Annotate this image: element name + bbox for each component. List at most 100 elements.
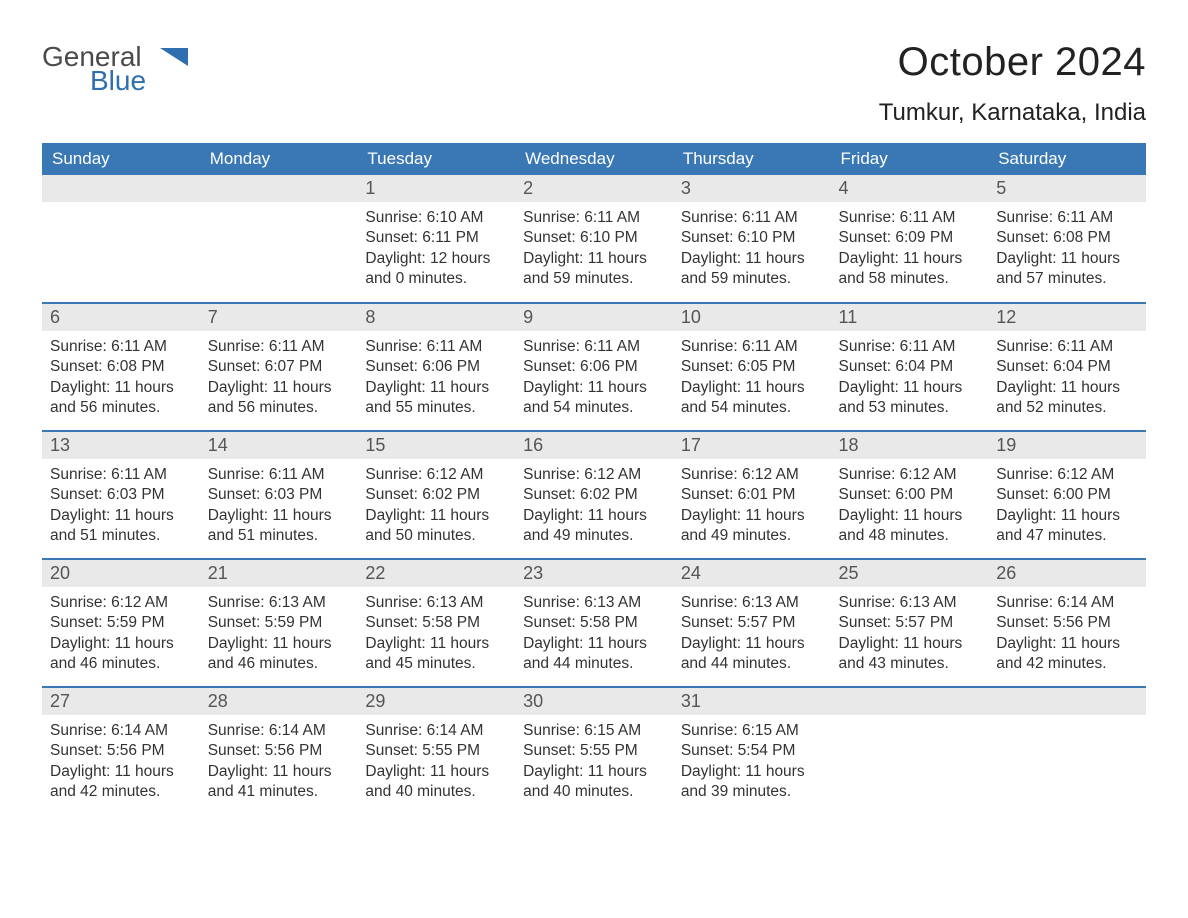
daylight-text-1: Daylight: 11 hours — [681, 378, 823, 398]
calendar-day-cell: 14Sunrise: 6:11 AMSunset: 6:03 PMDayligh… — [200, 431, 358, 559]
sunset-text: Sunset: 6:02 PM — [365, 485, 507, 505]
weekday-header: Monday — [200, 143, 358, 175]
sunrise-text: Sunrise: 6:10 AM — [365, 208, 507, 228]
sunset-text: Sunset: 5:56 PM — [50, 741, 192, 761]
daylight-text-2: and 46 minutes. — [50, 654, 192, 674]
daylight-text-1: Daylight: 11 hours — [365, 634, 507, 654]
day-number: 5 — [988, 175, 1146, 202]
calendar-week-row: 13Sunrise: 6:11 AMSunset: 6:03 PMDayligh… — [42, 431, 1146, 559]
daylight-text-1: Daylight: 11 hours — [50, 762, 192, 782]
day-number: 16 — [515, 432, 673, 459]
calendar-day-cell — [988, 687, 1146, 815]
sunset-text: Sunset: 6:04 PM — [996, 357, 1138, 377]
calendar-day-cell: 28Sunrise: 6:14 AMSunset: 5:56 PMDayligh… — [200, 687, 358, 815]
daylight-text-2: and 55 minutes. — [365, 398, 507, 418]
day-body: Sunrise: 6:11 AMSunset: 6:05 PMDaylight:… — [673, 331, 831, 427]
sunrise-text: Sunrise: 6:15 AM — [523, 721, 665, 741]
sunset-text: Sunset: 5:59 PM — [50, 613, 192, 633]
day-number: 10 — [673, 304, 831, 331]
weekday-header: Sunday — [42, 143, 200, 175]
day-body: Sunrise: 6:10 AMSunset: 6:11 PMDaylight:… — [357, 202, 515, 298]
sunset-text: Sunset: 6:10 PM — [523, 228, 665, 248]
sunrise-text: Sunrise: 6:14 AM — [996, 593, 1138, 613]
daylight-text-2: and 59 minutes. — [681, 269, 823, 289]
calendar-day-cell: 27 Sunrise: 6:14 AMSunset: 5:56 PMDayligh… — [42, 687, 200, 815]
brand-logo: General Blue — [42, 40, 202, 96]
day-number — [831, 688, 989, 715]
calendar-day-cell: 6Sunrise: 6:11 AMSunset: 6:08 PMDaylight… — [42, 303, 200, 431]
daylight-text-1: Daylight: 11 hours — [839, 634, 981, 654]
sunrise-text: Sunrise: 6:12 AM — [523, 465, 665, 485]
calendar-week-row: 6Sunrise: 6:11 AMSunset: 6:08 PMDaylight… — [42, 303, 1146, 431]
day-number: 4 — [831, 175, 989, 202]
calendar-day-cell: 12Sunrise: 6:11 AMSunset: 6:04 PMDayligh… — [988, 303, 1146, 431]
daylight-text-2: and 44 minutes. — [681, 654, 823, 674]
sunset-text: Sunset: 5:56 PM — [996, 613, 1138, 633]
day-number: 19 — [988, 432, 1146, 459]
daylight-text-2: and 54 minutes. — [681, 398, 823, 418]
sunrise-text: Sunrise: 6:11 AM — [681, 337, 823, 357]
daylight-text-1: Daylight: 11 hours — [996, 249, 1138, 269]
sunset-text: Sunset: 6:11 PM — [365, 228, 507, 248]
calendar-week-row: 1Sunrise: 6:10 AMSunset: 6:11 PMDaylight… — [42, 175, 1146, 303]
daylight-text-2: and 58 minutes. — [839, 269, 981, 289]
day-number — [200, 175, 358, 202]
day-body: Sunrise: 6:12 AMSunset: 5:59 PMDaylight:… — [42, 587, 200, 683]
daylight-text-2: and 57 minutes. — [996, 269, 1138, 289]
calendar-day-cell: 17Sunrise: 6:12 AMSunset: 6:01 PMDayligh… — [673, 431, 831, 559]
sunset-text: Sunset: 6:07 PM — [208, 357, 350, 377]
calendar-day-cell: 31Sunrise: 6:15 AMSunset: 5:54 PMDayligh… — [673, 687, 831, 815]
day-body: Sunrise: 6:13 AMSunset: 5:58 PMDaylight:… — [357, 587, 515, 683]
daylight-text-2: and 44 minutes. — [523, 654, 665, 674]
daylight-text-1: Daylight: 12 hours — [365, 249, 507, 269]
calendar-day-cell: 4Sunrise: 6:11 AMSunset: 6:09 PMDaylight… — [831, 175, 989, 303]
sunrise-text: Sunrise: 6:12 AM — [50, 593, 192, 613]
day-body: Sunrise: 6:13 AMSunset: 5:59 PMDaylight:… — [200, 587, 358, 683]
sunset-text: Sunset: 5:57 PM — [839, 613, 981, 633]
sunset-text: Sunset: 5:55 PM — [365, 741, 507, 761]
daylight-text-2: and 59 minutes. — [523, 269, 665, 289]
daylight-text-1: Daylight: 11 hours — [996, 378, 1138, 398]
sunrise-text: Sunrise: 6:11 AM — [996, 337, 1138, 357]
sunrise-text: Sunrise: 6:11 AM — [523, 337, 665, 357]
daylight-text-1: Daylight: 11 hours — [50, 634, 192, 654]
sunset-text: Sunset: 6:05 PM — [681, 357, 823, 377]
calendar-day-cell: 23Sunrise: 6:13 AMSunset: 5:58 PMDayligh… — [515, 559, 673, 687]
day-number: 24 — [673, 560, 831, 587]
day-body: Sunrise: 6:11 AMSunset: 6:09 PMDaylight:… — [831, 202, 989, 298]
daylight-text-2: and 47 minutes. — [996, 526, 1138, 546]
logo-flag-icon — [160, 48, 188, 66]
daylight-text-2: and 51 minutes. — [50, 526, 192, 546]
day-number: 11 — [831, 304, 989, 331]
day-body: Sunrise: 6:11 AMSunset: 6:10 PMDaylight:… — [515, 202, 673, 298]
day-body: Sunrise: 6:14 AMSunset: 5:56 PMDaylight:… — [988, 587, 1146, 683]
sunset-text: Sunset: 6:10 PM — [681, 228, 823, 248]
day-body: Sunrise: 6:11 AMSunset: 6:04 PMDaylight:… — [988, 331, 1146, 427]
sunrise-text: Sunrise: 6:14 AM — [50, 721, 192, 741]
calendar-day-cell: 1Sunrise: 6:10 AMSunset: 6:11 PMDaylight… — [357, 175, 515, 303]
day-number: 23 — [515, 560, 673, 587]
daylight-text-2: and 40 minutes. — [523, 782, 665, 802]
day-number: 8 — [357, 304, 515, 331]
sunset-text: Sunset: 5:58 PM — [523, 613, 665, 633]
daylight-text-2: and 42 minutes. — [996, 654, 1138, 674]
daylight-text-1: Daylight: 11 hours — [50, 378, 192, 398]
day-number: 27 — [42, 688, 200, 715]
day-number: 1 — [357, 175, 515, 202]
calendar-table: Sunday Monday Tuesday Wednesday Thursday… — [42, 143, 1146, 815]
daylight-text-1: Daylight: 11 hours — [996, 506, 1138, 526]
day-body: Sunrise: 6:11 AMSunset: 6:08 PMDaylight:… — [988, 202, 1146, 298]
daylight-text-1: Daylight: 11 hours — [208, 506, 350, 526]
daylight-text-1: Daylight: 11 hours — [681, 506, 823, 526]
sunset-text: Sunset: 6:04 PM — [839, 357, 981, 377]
daylight-text-1: Daylight: 11 hours — [208, 634, 350, 654]
calendar-day-cell: 20Sunrise: 6:12 AMSunset: 5:59 PMDayligh… — [42, 559, 200, 687]
day-number: 13 — [42, 432, 200, 459]
daylight-text-1: Daylight: 11 hours — [523, 762, 665, 782]
day-body: Sunrise: 6:12 AMSunset: 6:00 PMDaylight:… — [831, 459, 989, 555]
sunset-text: Sunset: 5:56 PM — [208, 741, 350, 761]
calendar-day-cell: 22Sunrise: 6:13 AMSunset: 5:58 PMDayligh… — [357, 559, 515, 687]
day-number: 6 — [42, 304, 200, 331]
day-number: 31 — [673, 688, 831, 715]
daylight-text-1: Daylight: 11 hours — [839, 249, 981, 269]
